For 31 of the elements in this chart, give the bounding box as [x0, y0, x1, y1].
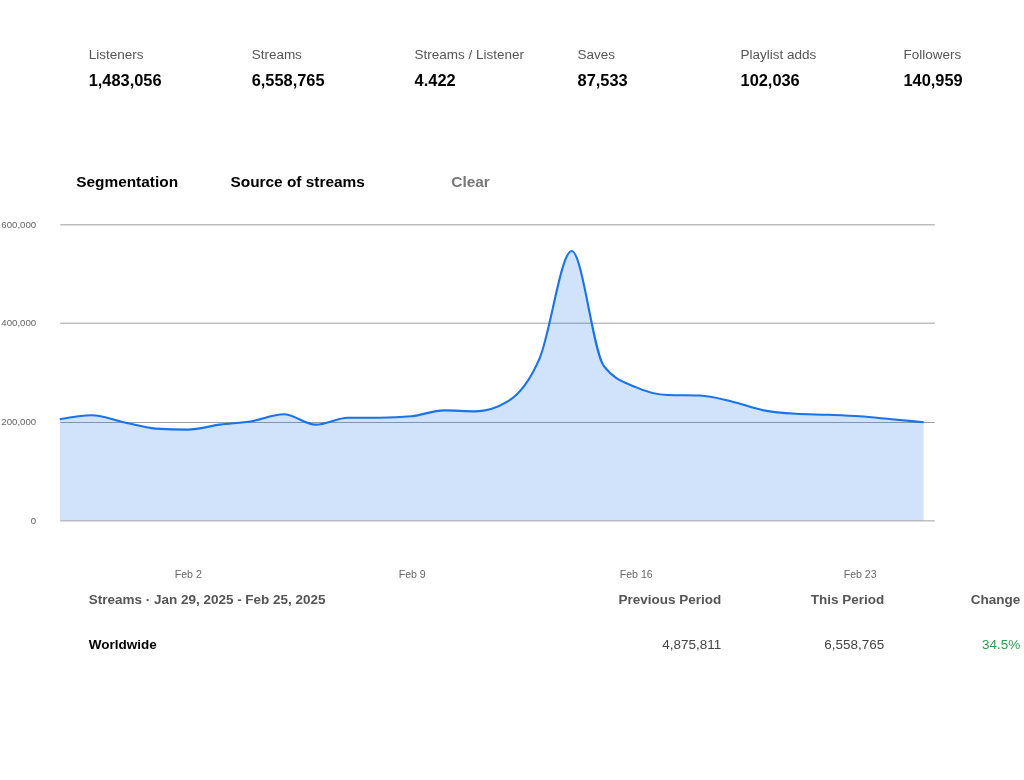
text: Playlist adds	[740, 47, 817, 63]
text: 4.422	[414, 71, 456, 90]
x-tick-label: Feb 2	[174, 567, 202, 580]
text: Worldwide	[88, 636, 158, 652]
text: Listeners	[88, 47, 144, 63]
y-tick-label: 0	[30, 514, 37, 526]
text: 6,558,765	[251, 71, 325, 90]
text: Saves	[577, 47, 616, 63]
y-tick-label: 400,000	[1, 317, 37, 329]
x-tick-label: Feb 23	[843, 567, 877, 580]
text: 1,483,056	[88, 71, 162, 90]
y-tick-label: 600,000	[1, 218, 37, 230]
source-note: Source of streams	[230, 172, 365, 190]
text: 4,875,811	[662, 636, 722, 652]
text: 140,959	[903, 71, 963, 90]
text: 34.5%	[981, 636, 1021, 652]
text: Streams / Listener	[414, 47, 525, 63]
text: Segmentation	[76, 172, 179, 190]
text: This Period	[810, 592, 885, 608]
text: Change	[970, 592, 1021, 608]
y-tick-label: 200,000	[1, 416, 37, 428]
x-tick-label: Feb 9	[398, 567, 426, 580]
text: Previous Period	[618, 592, 722, 608]
x-tick-label: Feb 16	[619, 567, 653, 580]
text: Streams	[251, 47, 303, 63]
text: 6,558,765	[824, 636, 885, 652]
text: Clear	[451, 172, 490, 190]
text: 87,533	[577, 71, 628, 90]
text: Streams · Jan 29, 2025 - Feb 25, 2025	[88, 592, 327, 608]
text: Followers	[903, 47, 962, 63]
text: 102,036	[740, 71, 800, 90]
